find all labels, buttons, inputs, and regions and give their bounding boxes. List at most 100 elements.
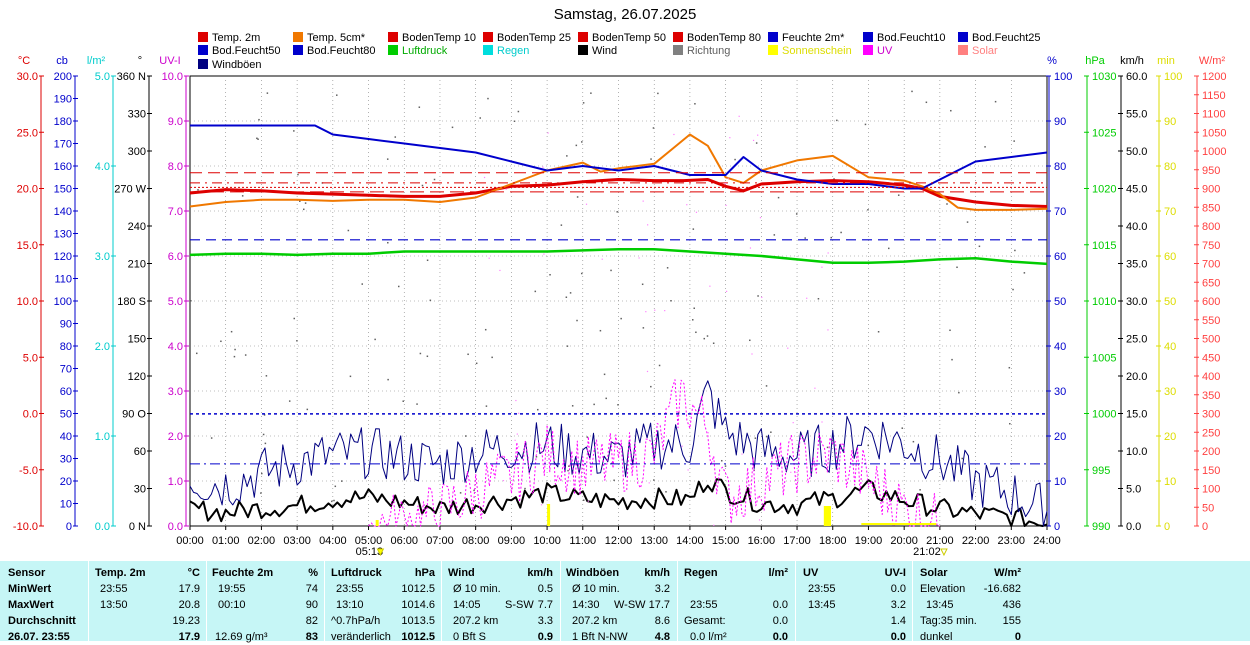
legend-label: BodenTemp 25 xyxy=(497,32,571,44)
solar-point xyxy=(827,329,829,331)
direction-point xyxy=(720,459,723,462)
axis-tick-label-hum: 30 xyxy=(1054,386,1066,398)
direction-point xyxy=(569,292,572,294)
legend-label: BodenTemp 10 xyxy=(402,32,476,44)
direction-point xyxy=(196,352,198,355)
x-tick-label: 16:00 xyxy=(748,535,776,547)
direction-point xyxy=(703,337,706,340)
press-max: 1014.6 xyxy=(401,599,435,611)
legend-item: Temp. 5cm* xyxy=(293,32,365,45)
legend-label: Bod.Feucht80 xyxy=(307,45,376,57)
legend-item: Richtung xyxy=(673,45,730,58)
x-tick-label: 09:00 xyxy=(498,535,526,547)
row-label-max: MaxWert xyxy=(8,599,54,611)
solar-point xyxy=(648,482,650,484)
direction-point xyxy=(347,229,350,232)
axis-tick-label-solar: 700 xyxy=(1202,259,1220,271)
solar-point xyxy=(547,132,549,134)
direction-point xyxy=(901,427,904,429)
direction-point xyxy=(795,213,798,215)
x-tick-label: 21:00 xyxy=(926,535,954,547)
direction-point xyxy=(568,465,570,467)
axis-tick-label-kmh: 15.0 xyxy=(1126,409,1147,421)
solar-point xyxy=(759,217,762,219)
axis-tick-label-hum: 10 xyxy=(1054,476,1066,488)
axis-tick-label-dir: 90 O xyxy=(122,409,146,421)
direction-point xyxy=(258,118,260,121)
direction-point xyxy=(402,400,404,402)
axis-tick-label-press: 1000 xyxy=(1092,409,1116,421)
weather-chart: °C 30.0 25.0 20.0 15.0 10.0 5.0 0.0 -5.0 -10.0 cb 2… xyxy=(13,55,1227,558)
gust-avg-label: Ø 10 min. xyxy=(572,583,620,595)
series-windb-en xyxy=(189,380,1048,527)
direction-point xyxy=(513,120,516,122)
axis-tick-label-hum: 90 xyxy=(1054,116,1066,128)
uv-min: 0.0 xyxy=(890,583,906,595)
solar-point xyxy=(673,133,675,136)
solar-current: 0 xyxy=(1014,631,1021,643)
x-tick-label: 07:00 xyxy=(426,535,454,547)
legend-item: Windböen xyxy=(198,59,262,72)
axis-tick-label-min: 30 xyxy=(1164,386,1176,398)
axis-tick-label-uv: 6.0 xyxy=(168,251,183,263)
solar-point xyxy=(647,224,649,226)
direction-point xyxy=(765,385,768,387)
solar-elevation: -16.682 xyxy=(983,583,1021,595)
solar-point xyxy=(654,309,656,311)
axis-tick-label-dir: 120 xyxy=(128,371,146,383)
axis-tick-label-cb: 40 xyxy=(60,431,72,443)
sunset-label: 21:02 xyxy=(913,546,941,558)
direction-point xyxy=(603,373,606,376)
axis-tick-label-uv: 4.0 xyxy=(168,341,183,353)
x-tick-label: 14:00 xyxy=(676,535,704,547)
direction-point xyxy=(566,155,568,157)
axis-tick-label-solar: 50 xyxy=(1202,502,1214,514)
gust-run-avg: 8.6 xyxy=(654,615,670,627)
row-label-min: MinWert xyxy=(8,583,52,595)
axis-tick-label-solar: 900 xyxy=(1202,184,1220,196)
legend-item: Solar xyxy=(958,45,998,58)
legend-swatch xyxy=(958,32,968,42)
axis-tick-label-cb: 150 xyxy=(54,184,72,196)
solar-point xyxy=(749,247,752,249)
solar-point xyxy=(518,412,520,414)
direction-point xyxy=(641,283,644,286)
axis-tick-label-solar: 350 xyxy=(1202,390,1220,402)
solar-point xyxy=(725,290,728,293)
axis-tick-label-cb: 120 xyxy=(54,251,72,263)
legend-label: Temp. 5cm* xyxy=(307,32,366,44)
legend-swatch xyxy=(293,45,303,55)
axis-tick-label-cb: 160 xyxy=(54,161,72,173)
direction-point xyxy=(534,290,537,293)
direction-point xyxy=(951,358,953,361)
direction-point xyxy=(994,100,997,103)
direction-point xyxy=(479,117,481,119)
solar-point xyxy=(757,134,759,136)
axis-tick-label-press: 1020 xyxy=(1092,184,1116,196)
uv-header: UV xyxy=(803,567,819,579)
gust-unit: km/h xyxy=(644,567,670,579)
temp-current: 17.9 xyxy=(178,631,200,643)
axis-tick-label-solar: 400 xyxy=(1202,371,1220,383)
axis-unit-uv: UV-I xyxy=(159,55,180,67)
direction-point xyxy=(334,485,337,488)
direction-point xyxy=(804,237,806,239)
axis-tick-label-dir: 210 xyxy=(128,259,146,271)
direction-point xyxy=(833,178,835,180)
direction-point xyxy=(336,94,338,96)
direction-point xyxy=(706,335,709,337)
direction-point xyxy=(949,329,951,332)
direction-point xyxy=(487,97,489,100)
series-luftdruck xyxy=(189,247,1048,266)
axis-tick-label-hum: 40 xyxy=(1054,341,1066,353)
axis-tick-label-hum: 0 xyxy=(1054,521,1060,533)
x-tick-label: 04:00 xyxy=(319,535,347,547)
wind-avg: 0.5 xyxy=(537,583,553,595)
solar-point xyxy=(761,296,763,298)
direction-point xyxy=(394,136,397,138)
solar-point xyxy=(686,204,688,206)
direction-point xyxy=(262,433,265,436)
axis-unit-dir: ° xyxy=(138,55,142,67)
legend-label: Temp. 2m xyxy=(212,32,261,44)
hum-unit: % xyxy=(308,567,318,579)
